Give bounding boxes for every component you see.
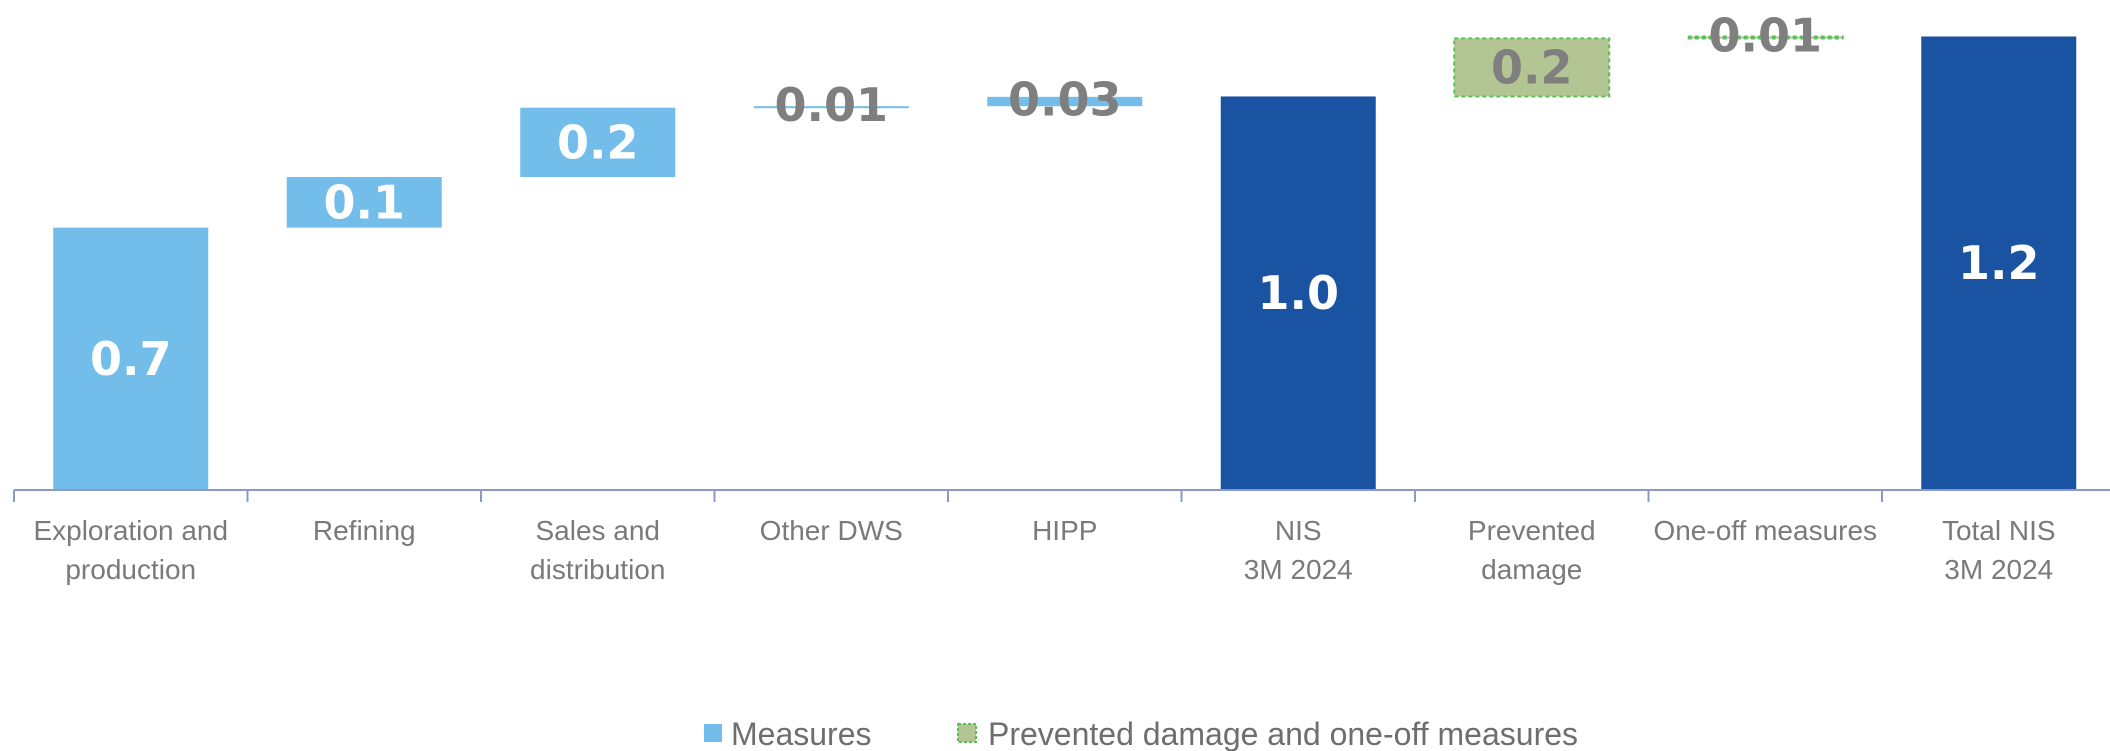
value-label-1: 0.1 <box>324 175 406 229</box>
value-label-4: 0.03 <box>1008 73 1122 127</box>
x-axis <box>13 489 2110 502</box>
bar-0 <box>53 227 209 490</box>
value-label-2: 0.2 <box>557 115 639 169</box>
value-label-5: 1.0 <box>1258 266 1340 320</box>
bars-layer <box>53 35 2077 490</box>
category-label-5: NIS 3M 2024 <box>1244 515 1353 585</box>
bar-8 <box>1921 36 2077 490</box>
bar-7 <box>1686 35 1844 40</box>
category-label-6: Prevented damage <box>1468 515 1596 585</box>
bar-6 <box>1453 37 1611 98</box>
value-label-8: 1.2 <box>1958 236 2040 290</box>
category-label-2: Sales and distribution <box>530 515 665 585</box>
legend-swatch-prevented <box>957 723 977 743</box>
category-label-7: One-off measures <box>1653 515 1877 546</box>
category-label-1: Refining <box>313 515 416 546</box>
category-label-8: Total NIS 3M 2024 <box>1942 515 2056 585</box>
legend-swatch-measures <box>704 724 722 742</box>
value-labels: 0.7 0.1 0.2 0.01 0.03 1.0 0.2 0.01 1.2 <box>90 8 2040 385</box>
legend: Measures Prevented damage and one-off me… <box>704 716 1578 751</box>
category-labels: Exploration and production Refining Sales a… <box>33 515 2055 585</box>
bar-1 <box>286 177 442 228</box>
bar-4 <box>987 96 1143 107</box>
value-label-3: 0.01 <box>775 78 889 132</box>
category-label-3: Other DWS <box>760 515 903 546</box>
bar-5 <box>1220 96 1376 490</box>
legend-label-measures: Measures <box>731 716 872 751</box>
value-label-6: 0.2 <box>1491 40 1573 94</box>
legend-label-prevented: Prevented damage and one-off measures <box>988 716 1578 751</box>
bar-2 <box>520 107 676 178</box>
value-label-7: 0.01 <box>1709 8 1823 62</box>
bar-3 <box>753 106 909 109</box>
category-label-0: Exploration and production <box>33 515 228 585</box>
category-label-4: HIPP <box>1032 515 1097 546</box>
value-label-0: 0.7 <box>90 332 172 386</box>
